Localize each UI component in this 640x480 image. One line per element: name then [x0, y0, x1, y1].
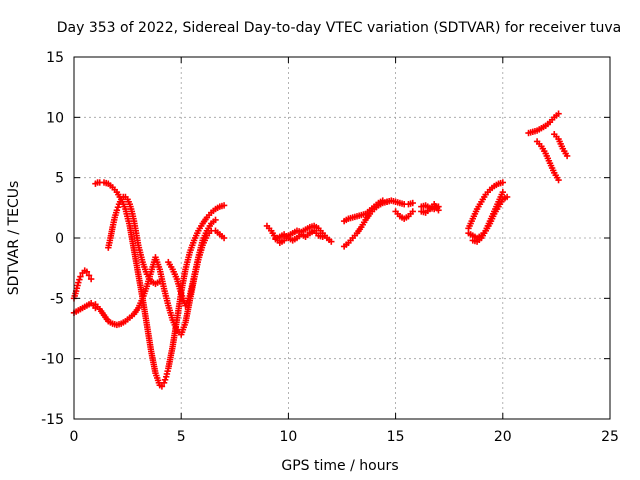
x-tick-label: 20 [494, 429, 512, 445]
data-point [158, 383, 166, 390]
x-tick-label: 15 [387, 429, 405, 445]
data-point [220, 202, 228, 209]
data-point [77, 273, 84, 280]
y-tick-label: 10 [46, 110, 64, 126]
data-point [555, 176, 562, 184]
y-tick-label: -10 [41, 352, 64, 368]
data-point [160, 379, 168, 386]
data-point [75, 279, 82, 286]
data-point [499, 188, 506, 196]
y-tick-label: 15 [46, 50, 64, 66]
data-point [220, 234, 228, 242]
data-point [499, 179, 506, 186]
data-point [212, 216, 219, 224]
data-point [503, 193, 511, 201]
x-tick-label: 0 [70, 429, 79, 445]
data-point [85, 272, 93, 279]
y-tick-label: -5 [50, 291, 64, 307]
data-point [83, 268, 91, 275]
y-axis-label: SDTVAR / TECUs [6, 181, 22, 296]
data-point [87, 275, 95, 283]
grid-lines [74, 57, 610, 419]
x-tick-label: 25 [601, 429, 619, 445]
data-point [114, 204, 122, 211]
y-tick-label: -15 [41, 412, 64, 428]
x-tick-label: 5 [177, 429, 186, 445]
data-point [76, 276, 83, 283]
data-point [328, 238, 335, 245]
data-point [319, 233, 326, 240]
chart-title: Day 353 of 2022, Sidereal Day-to-day VTE… [57, 20, 621, 36]
data-point [563, 152, 571, 160]
y-tick-label: 5 [55, 171, 64, 187]
data-point [409, 199, 416, 207]
x-axis-label: GPS time / hours [281, 458, 398, 474]
y-tick-label: 0 [55, 231, 64, 247]
x-tick-label: 10 [279, 429, 297, 445]
data-point [409, 208, 416, 215]
axis-ticks: 0 5 10 15 20 25 -15 -10 -5 0 5 10 15 [41, 50, 619, 445]
data-point [156, 278, 163, 285]
data-point [161, 376, 169, 383]
data-point [113, 207, 121, 214]
data-point [555, 110, 562, 117]
data-point [435, 207, 442, 214]
data-point [379, 197, 386, 204]
data-points [70, 110, 571, 390]
